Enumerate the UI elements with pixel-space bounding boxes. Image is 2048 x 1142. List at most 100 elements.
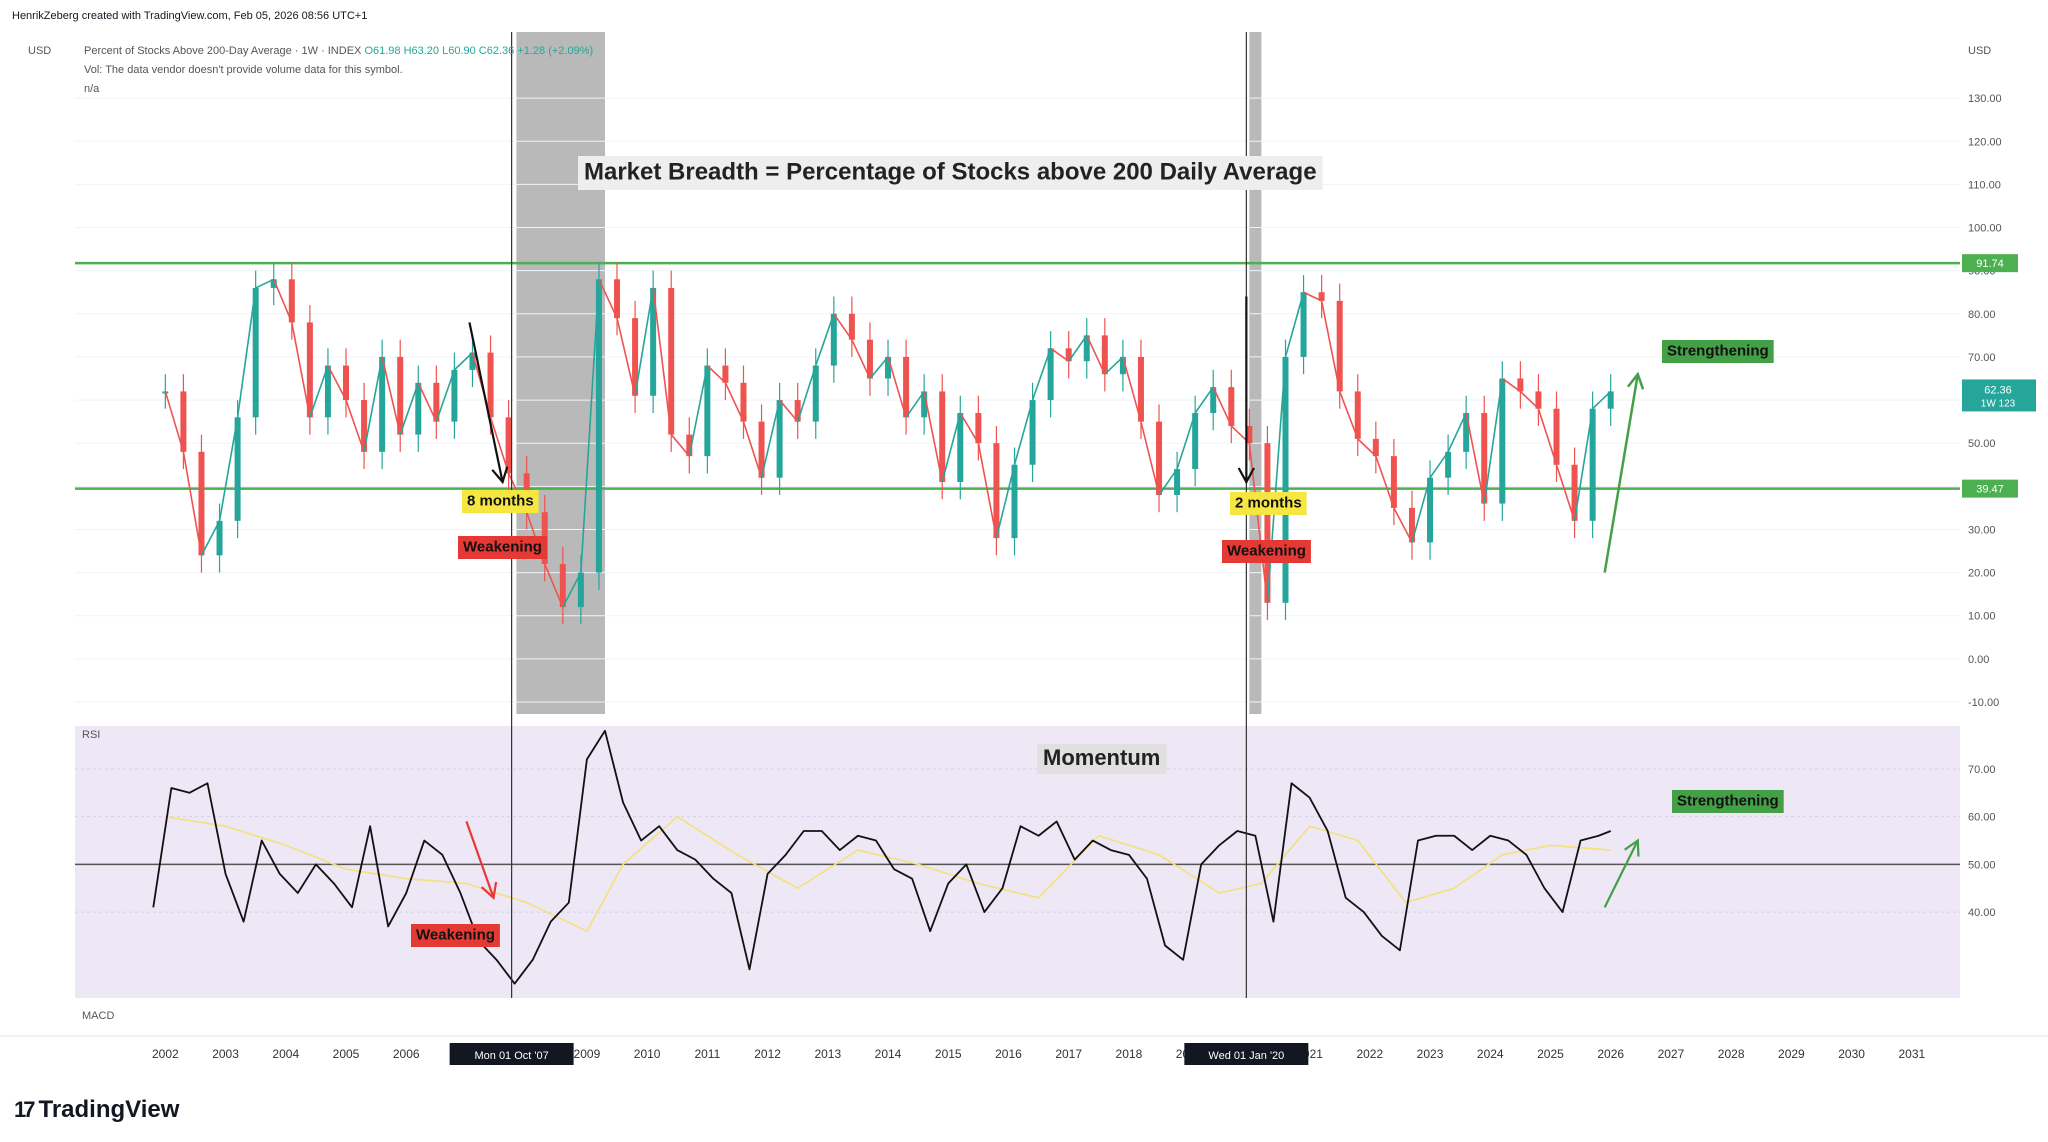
lower-level-badge: 39.47 [1976,484,2004,496]
rsi-label[interactable]: RSI [82,729,101,741]
rsi-tick-label: 60.00 [1968,812,1996,824]
candle [993,443,1000,539]
candle [975,413,982,444]
candle [270,279,277,288]
candle [379,356,386,452]
price-path-segment [1013,399,1034,465]
candle [577,572,584,608]
price-path-segment [779,399,799,423]
candle [1318,292,1325,301]
price-path-segment [670,434,690,457]
rsi-tick-label: 50.00 [1968,859,1996,871]
price-path-segment [1393,507,1413,543]
candle [1137,356,1144,422]
candle [866,339,873,379]
duration-label-right-bg [1230,492,1307,515]
weakening-rsi-label: Weakening [416,926,495,943]
candle [1336,300,1343,392]
price-path-segment [291,322,311,418]
candle [939,391,946,483]
chart-title-label-bg [578,156,1323,190]
arrow-decline-2020-head [1237,467,1255,485]
chart-title-label: Market Breadth = Percentage of Stocks ab… [584,159,1317,186]
candle [686,434,693,457]
price-path-segment [200,520,221,556]
price-tick-label: 0.00 [1968,654,1989,666]
price-path-segment [814,313,835,366]
price-path-segment [905,390,925,418]
arrow-weakening-rsi-head [480,881,498,900]
upper-level-badge-bg [1962,254,2018,273]
candle [451,369,458,422]
price-path-segment [1447,412,1467,453]
horizontal-levels [75,261,1960,490]
candle [957,413,964,483]
price-path-segment [273,278,293,323]
strengthening-price-label: Strengthening [1667,342,1769,359]
time-tick-label: 2023 [1417,1047,1444,1061]
price-path-segment [1555,464,1576,522]
price-tick-label: -10.00 [1968,697,1999,709]
candle [1372,438,1379,457]
sub-indicator: n/a [84,83,100,95]
candle [1029,400,1036,465]
time-tick-label: 2010 [634,1047,661,1061]
price-path-segment [580,279,600,573]
crosshair-label-right-bg [1184,1043,1309,1065]
candle [397,356,404,435]
time-tick-label: 2026 [1597,1047,1624,1061]
candle [234,417,241,521]
symbol-name: Percent of Stocks Above 200-Day Average … [84,45,362,57]
weakening-label-right-bg [1222,540,1311,563]
price-path-segment [869,356,889,380]
price-path-segment [1429,451,1449,479]
candle [650,287,657,396]
arrow-decline-2007-head [491,466,509,485]
candle [1047,348,1054,401]
price-path-segment [941,412,962,483]
price-path-segment [1284,292,1305,358]
price-path-segment [760,399,781,478]
candle [1300,292,1307,357]
time-tick-label: 2013 [814,1047,841,1061]
time-tick-label: 2017 [1055,1047,1082,1061]
tradingview-logo[interactable]: 17 TradingView [14,1096,179,1124]
arrow-decline-2007 [468,322,504,483]
candle [776,400,783,478]
candle [1390,456,1397,508]
weakening-label-right: Weakening [1227,542,1306,559]
time-tick-label: 2022 [1356,1047,1383,1061]
arrow-strengthening-rsi-head [1624,838,1640,857]
candle [921,391,928,418]
duration-label-left-bg [462,490,539,513]
price-path-segment [923,391,944,483]
crosshair-label-right: Wed 01 Jan '20 [1208,1050,1284,1062]
lower-level-badge-bg [1962,479,2018,498]
macd-label[interactable]: MACD [82,1010,115,1022]
price-path-segment [489,417,510,474]
symbol-line[interactable]: Percent of Stocks Above 200-Day Average … [84,45,593,57]
time-tick-label: 2024 [1477,1047,1504,1061]
price-path-segment [309,365,329,418]
time-tick-label: 2012 [754,1047,781,1061]
price-path-segment [236,287,257,418]
time-tick-label: 2027 [1658,1047,1685,1061]
price-path-segment [1194,386,1214,414]
price-path-segment [598,278,618,319]
candle [1119,356,1126,375]
time-tick-label: 2028 [1718,1047,1745,1061]
price-tick-label: 70.00 [1968,352,1996,364]
candle [1589,408,1596,521]
price-path-segment [164,391,185,453]
current-price-sub: 1W 123 [1981,398,2016,409]
rsi-tick-label: 40.00 [1968,907,1996,919]
candle [180,391,187,452]
candle [1192,413,1199,470]
price-path-segment [399,382,420,435]
price-path-segment [959,412,980,444]
price-axis-ticks: -10.000.0010.0020.0030.0040.0050.0060.00… [1968,93,2002,709]
published-by: HenrikZeberg created with TradingView.co… [12,10,368,22]
currency-right: USD [1968,45,1992,57]
time-tick-label: 2030 [1838,1047,1865,1061]
